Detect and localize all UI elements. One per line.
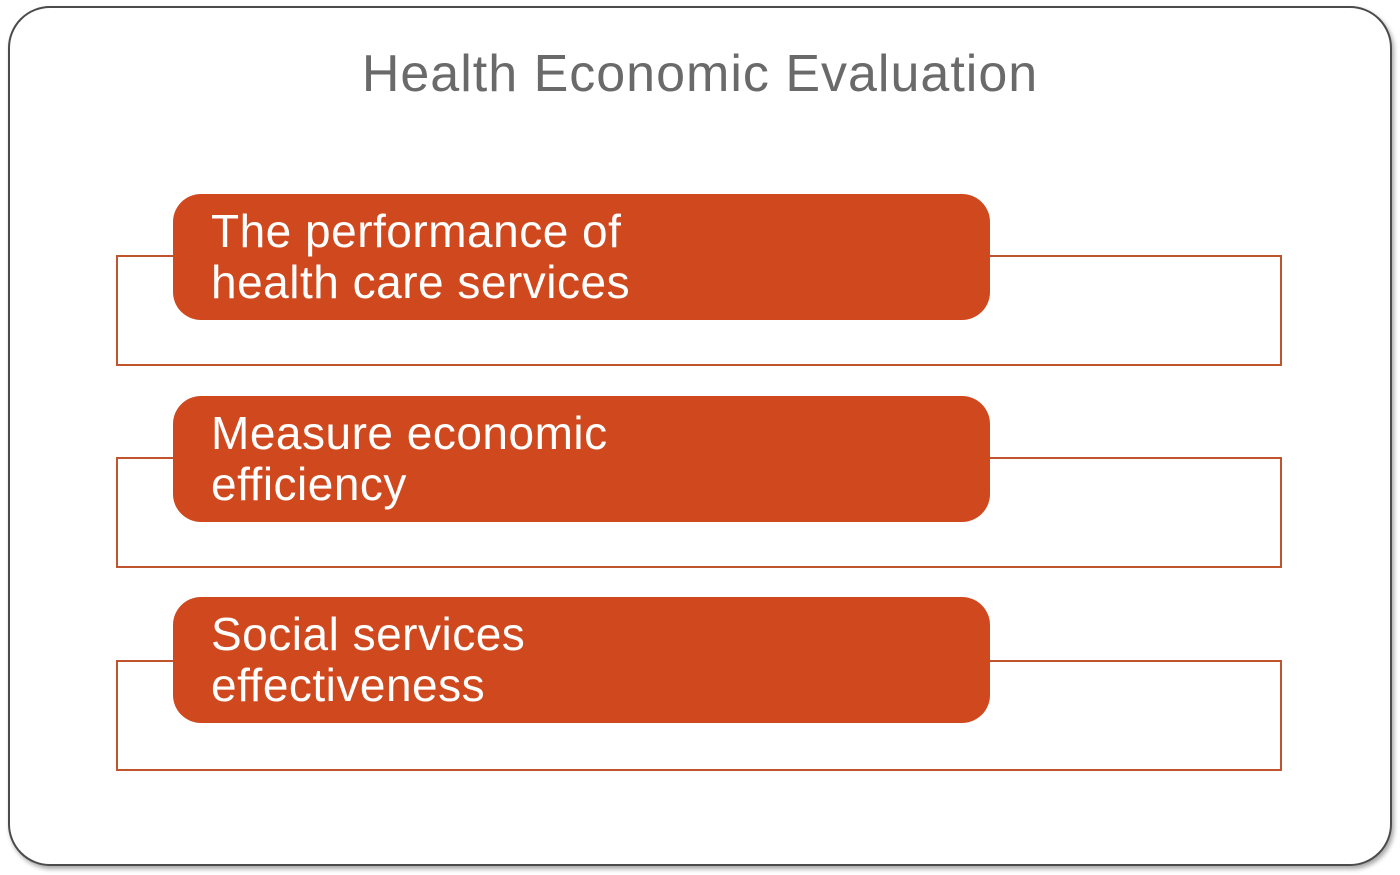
list-item-accent-box: The performance of health care services [173, 194, 990, 320]
list-item: Social services effectiveness [10, 8, 1390, 864]
slide-canvas: Health Economic Evaluation The performan… [8, 6, 1392, 866]
slide-title: Health Economic Evaluation [361, 45, 1039, 103]
list-item-label: Social services effectiveness [211, 608, 526, 711]
list-item-outline-rect [116, 660, 1282, 771]
list-item-accent-box: Social services effectiveness [173, 597, 990, 723]
list-item-outline-rect [116, 457, 1282, 568]
list-item-outline-rect [116, 255, 1282, 366]
list-item-accent-box: Measure economic efficiency [173, 396, 990, 522]
list-item: Measure economic efficiency [10, 8, 1390, 864]
list-item-label: The performance of health care services [211, 205, 631, 308]
list-item: The performance of health care services [10, 8, 1390, 864]
list-item-label: Measure economic efficiency [211, 407, 608, 510]
